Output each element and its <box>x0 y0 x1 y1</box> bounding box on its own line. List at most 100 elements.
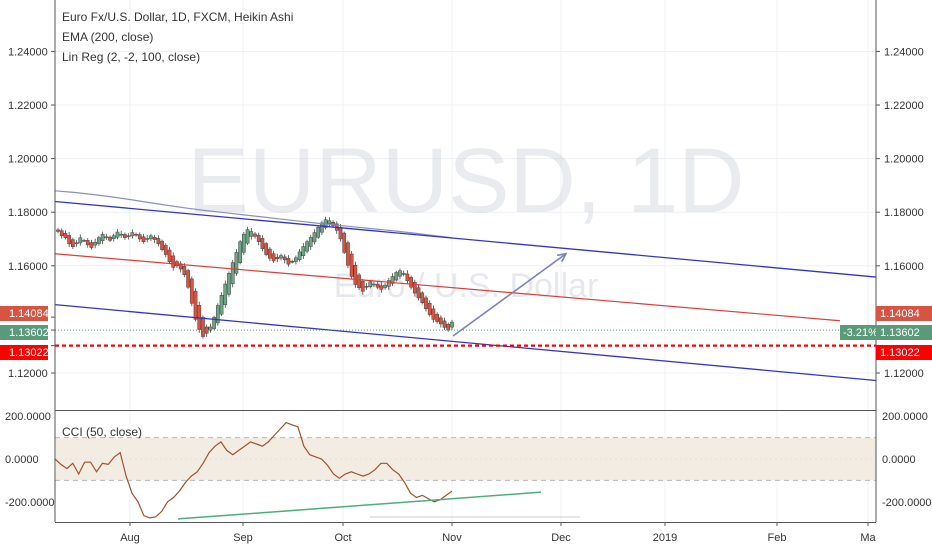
tag-upper-left: 1.14084 <box>9 308 49 320</box>
candle-bear <box>401 273 406 275</box>
x-tick-label: Sep <box>233 532 253 544</box>
price-tags: 1.14084 1.13602 1.13022 1.14084 -3.21% 1… <box>0 306 932 360</box>
candles[interactable] <box>56 216 454 339</box>
y-tick-label-left: 1.18000 <box>8 207 48 219</box>
candle-bear <box>171 255 176 268</box>
candle-bull <box>208 326 213 331</box>
cci-tick-label-right: 200.0000 <box>882 411 928 423</box>
projection-arrow <box>452 253 567 337</box>
candle-bull <box>249 231 254 237</box>
candle-bear <box>71 239 75 248</box>
tag-support-left-bg <box>0 345 48 360</box>
candle-bull <box>227 273 231 295</box>
tag-support-right: 1.13022 <box>880 347 920 359</box>
indicator-linreg-label[interactable]: Lin Reg (2, -2, 100, close) <box>62 50 200 64</box>
cci-line <box>54 421 453 519</box>
y-tick-label-right: 1.16000 <box>884 261 924 273</box>
candle-bull <box>312 232 317 243</box>
candle-bear <box>416 287 421 299</box>
x-tick-label: Ma <box>860 532 876 544</box>
candle-bull <box>100 233 105 241</box>
candle-bear <box>338 226 343 240</box>
candle-bull <box>398 270 402 277</box>
cci-divergence-line <box>177 491 542 520</box>
candle-bear <box>59 230 64 237</box>
candle-bear <box>431 308 436 320</box>
candle-bull <box>386 280 391 287</box>
legend: Euro Fx/U.S. Dollar, 1D, FXCM, Heikin As… <box>62 10 293 439</box>
candle-bull <box>294 257 298 262</box>
candle-bear <box>85 240 90 246</box>
candle-bull <box>93 241 98 246</box>
y-tick-label-right: 1.20000 <box>884 154 924 166</box>
candle-bear <box>424 297 428 309</box>
candle-bear <box>201 317 205 337</box>
candle-bull <box>149 235 153 240</box>
candle-bull <box>223 283 228 305</box>
cci-label[interactable]: CCI (50, close) <box>62 425 142 439</box>
candle-bull <box>111 235 116 239</box>
candle-bear <box>357 274 361 289</box>
candle-bull <box>238 241 242 264</box>
y-tick-label-left: 1.22000 <box>8 100 48 112</box>
x-tick-label: Oct <box>334 532 351 544</box>
candle-bull <box>450 321 454 328</box>
candle-bull <box>245 229 250 244</box>
x-tick-label: Dec <box>551 532 571 544</box>
candle-bear <box>108 236 112 241</box>
candle-bull <box>279 255 283 259</box>
tag-last-left-bg <box>0 325 48 340</box>
candle-bull <box>390 276 395 284</box>
y-tick-label-left: 1.24000 <box>8 46 48 58</box>
axes: Aug Sep Oct Nov Dec 2019 Feb Ma 1.24000 1.24000 1.… <box>5 0 932 544</box>
candle-bear <box>134 233 138 236</box>
candle-bull <box>368 281 373 288</box>
candle-bear <box>286 258 291 265</box>
candle-bear <box>427 302 432 315</box>
candle-bear <box>89 242 94 248</box>
candle-bear <box>435 313 439 322</box>
cci-tick-label-right: 0.0000 <box>882 454 916 466</box>
candle-bull <box>372 283 376 286</box>
candle-bear <box>141 236 146 242</box>
candle-bear <box>438 317 443 325</box>
candle-bear <box>189 278 194 304</box>
candle-bear <box>63 232 68 238</box>
cci-tick-label-left: 200.0000 <box>5 411 51 423</box>
tag-last-left: 1.13602 <box>9 327 49 339</box>
candle-bull <box>145 238 150 240</box>
candle-bear <box>360 281 365 292</box>
tag-upper-right: 1.14084 <box>880 308 920 320</box>
y-tick-label-left: 1.20000 <box>8 154 48 166</box>
candle-bear <box>290 261 295 263</box>
tag-support-left: 1.13022 <box>9 347 49 359</box>
y-tick-label-left: 1.16000 <box>8 261 48 273</box>
candle-bear <box>331 221 335 226</box>
candle-bear <box>186 270 190 288</box>
indicator-lines <box>54 190 877 382</box>
candle-bear <box>82 240 86 242</box>
candle-bear <box>353 265 358 285</box>
candle-bull <box>215 305 220 324</box>
indicator-ema-label[interactable]: EMA (200, close) <box>62 30 153 44</box>
watermark-symbol: EURUSD, 1D <box>187 130 744 232</box>
candle-bull <box>130 232 135 237</box>
candle-bull <box>320 222 324 233</box>
candle-bull <box>234 252 239 274</box>
y-tick-label-left: 1.12000 <box>8 368 48 380</box>
candle-bull <box>327 220 332 224</box>
linreg-lower-line <box>54 304 877 382</box>
candle-bull <box>212 317 216 329</box>
cci-tick-label-left: -200.0000 <box>5 497 55 509</box>
candle-bear <box>349 253 354 277</box>
candle-bear <box>123 234 127 238</box>
candle-bull <box>97 237 101 244</box>
candle-bear <box>160 240 164 250</box>
candle-bear <box>275 257 280 260</box>
candle-bear <box>163 245 168 255</box>
tag-upper-left-bg <box>0 306 48 321</box>
candle-bear <box>282 256 287 261</box>
candle-bear <box>256 234 261 242</box>
candle-bull <box>78 237 83 244</box>
